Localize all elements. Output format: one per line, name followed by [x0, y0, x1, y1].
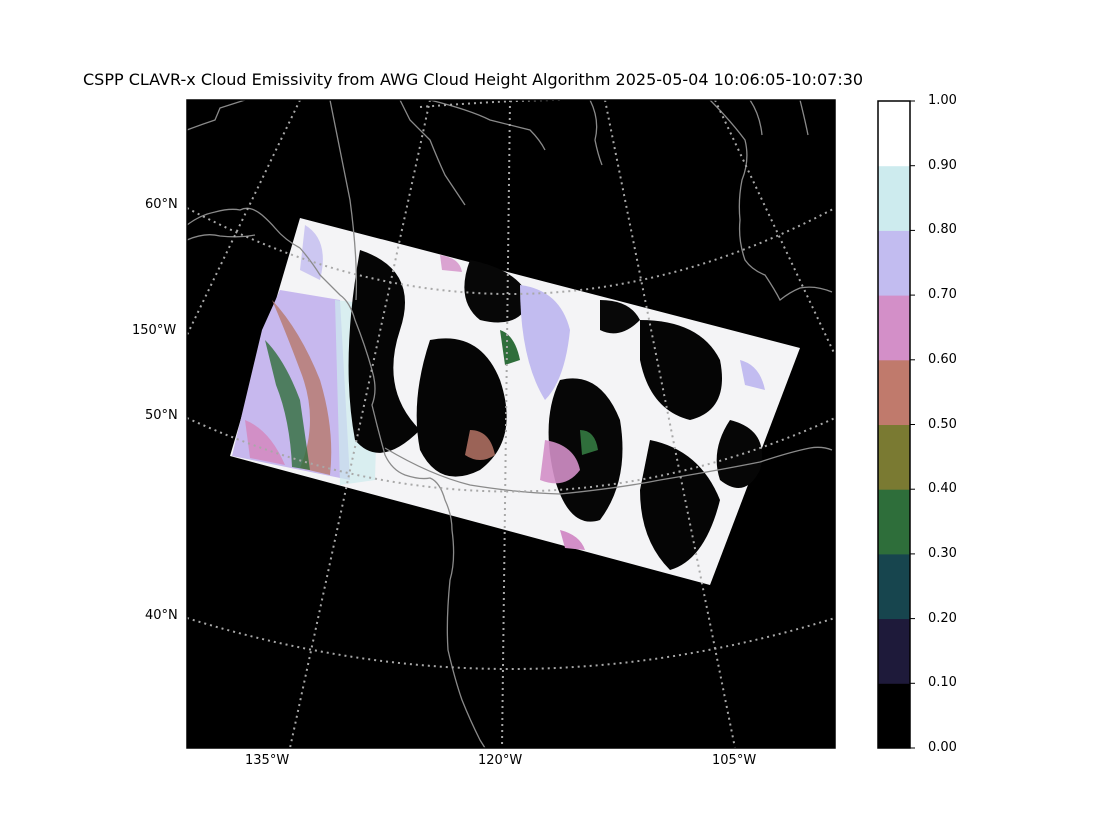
colorbar-tick-label: 0.70	[928, 287, 957, 303]
colorbar-tick-label: 1.00	[928, 93, 957, 108]
colorbar-segment	[878, 553, 910, 620]
lat-label-50n: 50°N	[145, 408, 178, 423]
lon-label-150w: 150°W	[132, 323, 177, 338]
colorbar-tick-label: 0.30	[928, 545, 957, 561]
colorbar-segment	[878, 230, 910, 296]
lat-label-40n: 40°N	[145, 608, 178, 623]
lat-label-60n: 60°N	[145, 197, 178, 212]
colorbar-segment	[878, 424, 910, 490]
colorbar-tick-label: 0.20	[928, 610, 957, 626]
lon-label-120w: 120°W	[478, 753, 523, 768]
colorbar-segment	[878, 683, 910, 749]
map-panel	[186, 99, 836, 749]
colorbar-tick-label: 0.40	[928, 481, 957, 497]
colorbar-tick-label: 0.00	[928, 740, 957, 755]
colorbar-tick-label: 0.50	[928, 416, 957, 432]
colorbar	[877, 100, 915, 749]
colorbar-segment	[878, 489, 910, 555]
lon-label-135w: 135°W	[245, 753, 290, 768]
graticule	[187, 100, 835, 748]
colorbar-segment	[878, 165, 910, 231]
map-title: CSPP CLAVR-x Cloud Emissivity from AWG C…	[83, 70, 864, 89]
colorbar-segment	[878, 359, 910, 425]
lon-label-105w: 105°W	[712, 753, 757, 768]
colorbar-tick-label: 0.10	[928, 675, 957, 691]
colorbar-tick-label: 0.60	[928, 351, 957, 367]
colorbar-tick-label: 0.90	[928, 157, 957, 173]
colorbar-tick-label: 0.80	[928, 222, 957, 238]
emissivity-swath	[230, 218, 800, 585]
colorbar-segment	[878, 618, 910, 684]
coastlines	[187, 100, 833, 748]
colorbar-segment	[878, 295, 910, 361]
colorbar-segment	[878, 101, 910, 167]
